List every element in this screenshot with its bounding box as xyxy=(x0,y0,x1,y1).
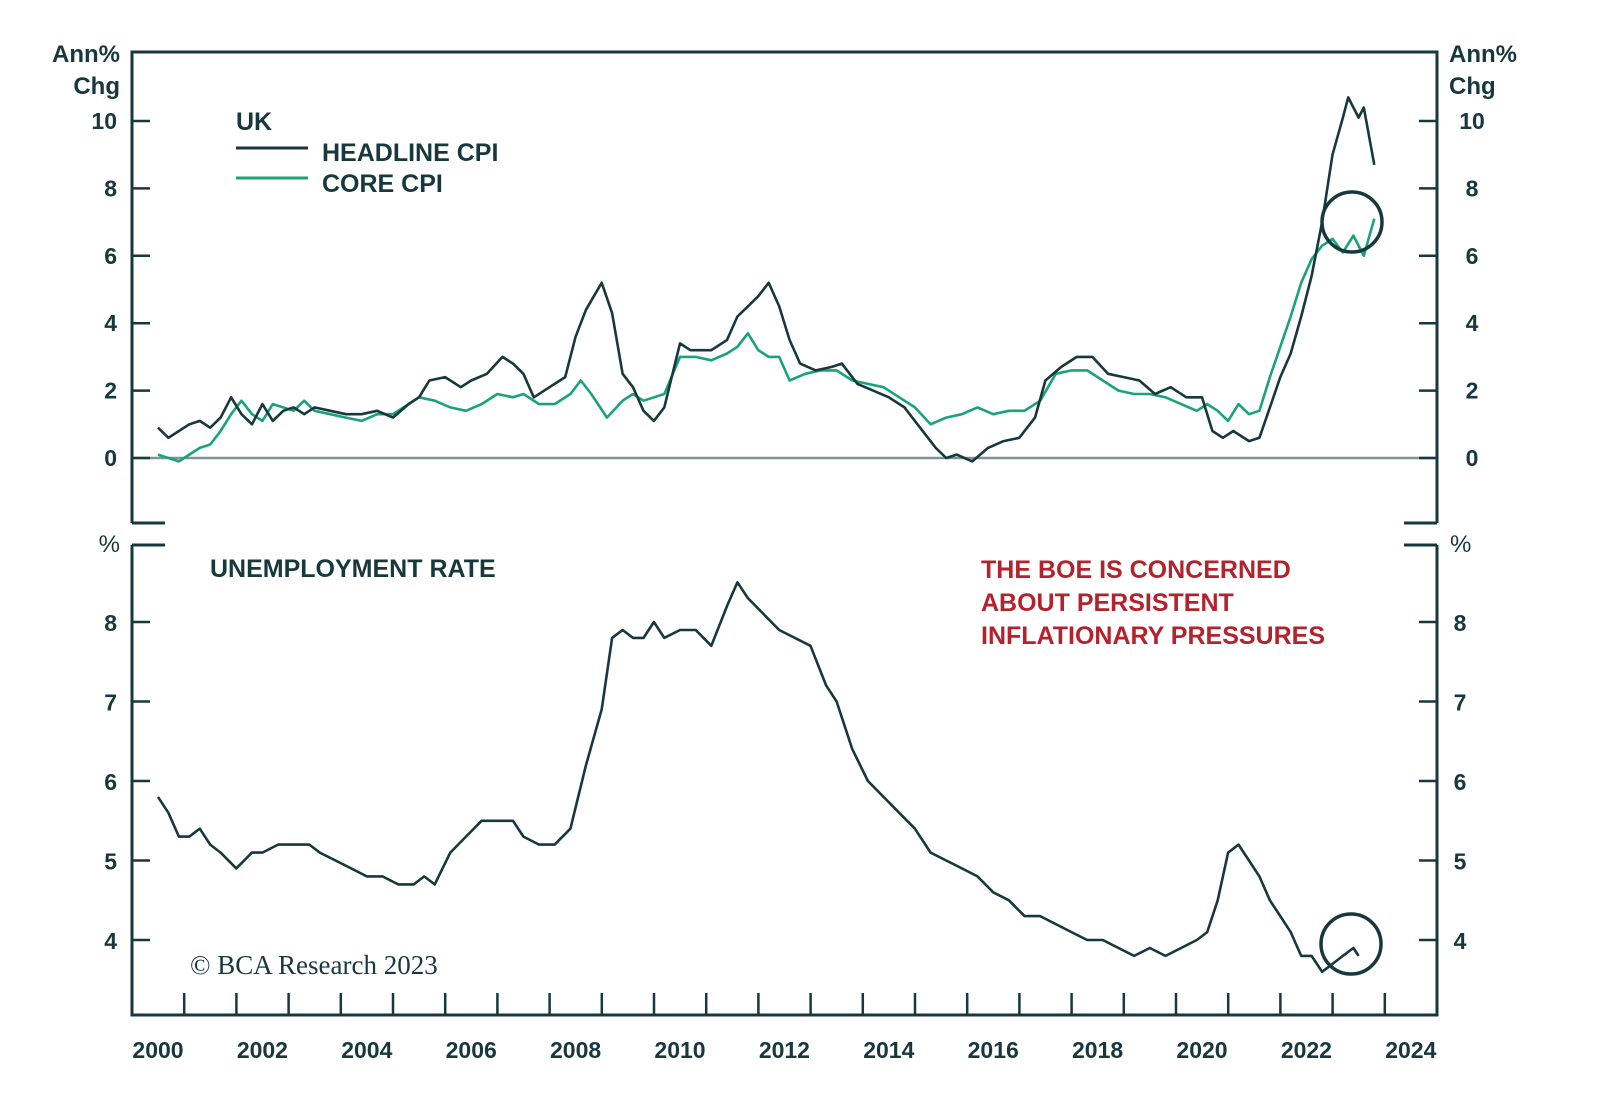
top-y-tick-labels: 0 0 2 2 4 4 6 6 8 8 10 10 xyxy=(91,108,1484,471)
legend-label-headline: HEADLINE CPI xyxy=(322,139,498,167)
annotation-line-3: INFLATIONARY PRESSURES xyxy=(981,622,1325,650)
x-tick-label: 2002 xyxy=(237,1037,288,1063)
bottom-y-tick-label-left: 7 xyxy=(104,690,117,716)
series-line-core-cpi xyxy=(157,218,1376,463)
bottom-y-tick-label-left: 4 xyxy=(104,928,117,954)
top-y-tick-label-right: 2 xyxy=(1466,378,1479,404)
x-tick-label: 2006 xyxy=(446,1037,497,1063)
top-y-tick-label-right: 10 xyxy=(1459,108,1485,134)
highlight-circle-core-cpi xyxy=(1320,190,1384,254)
highlight-circle-unemployment xyxy=(1319,912,1383,976)
top-panel: Ann% Chg Ann% Chg UK HEADLINE CPI CORE C… xyxy=(52,41,1517,525)
top-ylabel-left-line1: Ann% xyxy=(52,41,120,68)
series-line-unemployment-rate xyxy=(156,581,1360,974)
x-tick-label: 2024 xyxy=(1385,1037,1436,1063)
bottom-panel-frame xyxy=(130,545,1439,1017)
top-y-tick-label-left: 6 xyxy=(104,243,117,269)
x-tick-label: 2012 xyxy=(759,1037,810,1063)
legend-label-core: CORE CPI xyxy=(322,170,443,198)
bottom-panel: % % UNEMPLOYMENT RATE THE BOE IS CONCERN… xyxy=(99,531,1471,1017)
top-y-ticks xyxy=(132,119,1437,460)
top-y-tick-label-left: 10 xyxy=(91,108,117,134)
annotation-line-2: ABOUT PERSISTENT xyxy=(981,589,1234,617)
top-y-tick-label-right: 0 xyxy=(1466,445,1479,471)
top-ylabel-left-line2: Chg xyxy=(73,73,120,100)
bottom-y-ticks xyxy=(132,620,1437,942)
bottom-panel-title: UNEMPLOYMENT RATE xyxy=(210,555,496,583)
bottom-ylabel-right: % xyxy=(1450,531,1471,558)
copyright-text: © BCA Research 2023 xyxy=(190,950,438,980)
top-panel-frame xyxy=(130,50,1439,523)
legend-title: UK xyxy=(236,108,272,136)
x-axis-labels: 2000 2002 2004 2006 2008 2010 2012 2014 2016 2018… xyxy=(132,1037,1436,1063)
x-tick-label: 2016 xyxy=(968,1037,1019,1063)
bottom-y-tick-label-right: 4 xyxy=(1454,928,1467,954)
x-tick-label: 2010 xyxy=(654,1037,705,1063)
x-tick-label: 2000 xyxy=(132,1037,183,1063)
series-line-headline-cpi xyxy=(157,96,1376,463)
bottom-y-tick-label-right: 5 xyxy=(1454,849,1467,875)
x-tick-label: 2022 xyxy=(1281,1037,1332,1063)
top-y-tick-label-left: 2 xyxy=(104,378,117,404)
top-y-tick-label-right: 6 xyxy=(1466,243,1479,269)
bottom-y-tick-label-right: 8 xyxy=(1454,610,1467,636)
top-ylabel-right-line2: Chg xyxy=(1449,73,1496,100)
x-tick-label: 2020 xyxy=(1176,1037,1227,1063)
bottom-y-tick-labels: 4 4 5 5 6 6 7 7 8 8 xyxy=(104,610,1466,954)
annotation-line-1: THE BOE IS CONCERNED xyxy=(981,556,1291,584)
x-tick-label: 2004 xyxy=(341,1037,392,1063)
bottom-y-tick-label-left: 8 xyxy=(104,610,117,636)
bottom-ylabel-left: % xyxy=(99,531,120,558)
bottom-y-tick-label-left: 6 xyxy=(104,769,117,795)
x-tick-label: 2008 xyxy=(550,1037,601,1063)
bottom-y-tick-label-right: 7 xyxy=(1454,690,1467,716)
top-y-tick-label-left: 8 xyxy=(104,175,117,201)
top-y-tick-label-right: 8 xyxy=(1466,175,1479,201)
top-y-tick-label-left: 0 xyxy=(104,445,117,471)
legend: UK HEADLINE CPI CORE CPI xyxy=(236,108,498,198)
x-axis-ticks xyxy=(182,993,1387,1015)
bottom-y-tick-label-left: 5 xyxy=(104,849,117,875)
top-y-tick-label-right: 4 xyxy=(1466,310,1479,336)
top-y-tick-label-left: 4 xyxy=(104,310,117,336)
x-tick-label: 2014 xyxy=(863,1037,914,1063)
top-ylabel-right-line1: Ann% xyxy=(1449,41,1517,68)
bottom-y-tick-label-right: 6 xyxy=(1454,769,1467,795)
x-tick-label: 2018 xyxy=(1072,1037,1123,1063)
